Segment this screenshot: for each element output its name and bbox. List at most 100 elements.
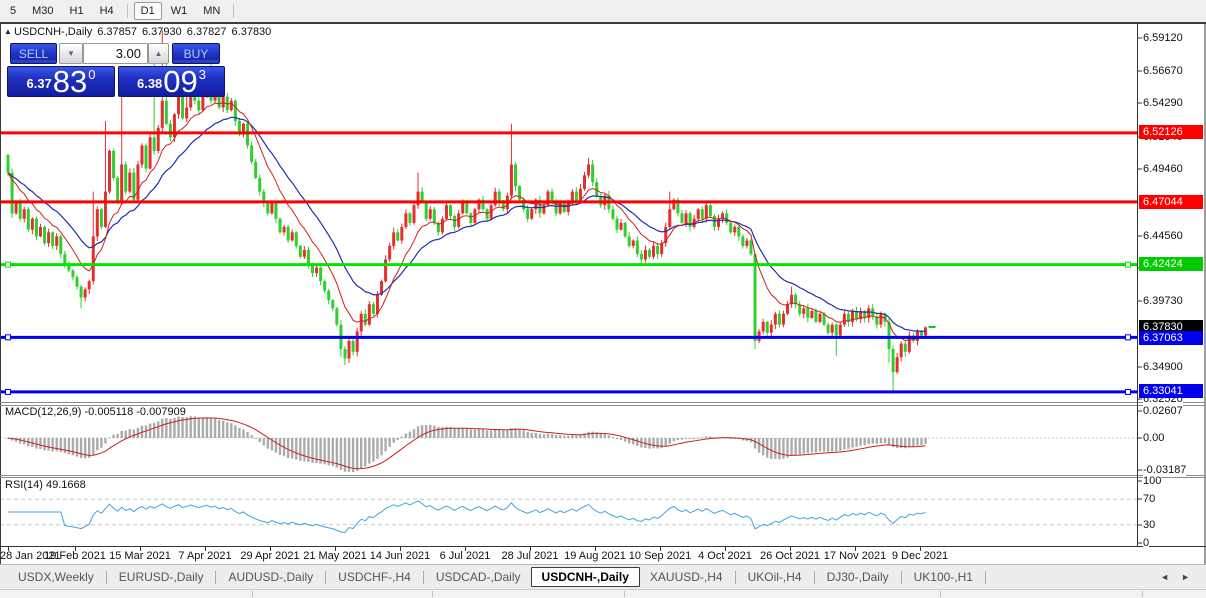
statusbar-divider: [432, 591, 433, 597]
toolbar-separator: [233, 3, 235, 18]
volume-increase-button[interactable]: ▲: [148, 43, 169, 64]
buy-price-sup: 3: [198, 67, 207, 82]
tab-usdchf-h4[interactable]: USDCHF-,H4: [338, 570, 411, 584]
date-tick-label: 28 Jan 2021: [0, 550, 61, 562]
candles-layer: [6, 30, 928, 394]
line-handle: [5, 388, 11, 395]
macd-tick-label: -0.03187: [1143, 464, 1187, 476]
tab-uk100-h1[interactable]: UK100-,H1: [913, 570, 973, 584]
status-bar: [0, 589, 1206, 598]
date-tick-label: 10 Sep 2021: [628, 550, 692, 562]
line-handle: [5, 334, 11, 341]
quote-close: 6.37830: [231, 26, 272, 38]
tab-eurusd-daily[interactable]: EURUSD-,Daily: [118, 570, 204, 584]
collapse-panel-icon[interactable]: ▲: [4, 27, 12, 36]
sell-price-sup: 0: [88, 67, 96, 82]
rsi-tick-label: 0: [1143, 537, 1150, 549]
ma-fast-line: [7, 102, 926, 342]
timeframe-m30[interactable]: M30: [32, 4, 54, 17]
line-handle: [1125, 261, 1131, 268]
price-axis: 6.591206.566706.542906.518406.494606.445…: [1138, 22, 1206, 564]
line-handle: [1125, 334, 1131, 341]
price-tick-label: 6.56670: [1143, 65, 1183, 77]
buy-price-prefix: 6.38: [136, 76, 163, 91]
price-tick-label: 6.44560: [1143, 230, 1183, 242]
quote-open: 6.37857: [97, 26, 137, 38]
quote-high: 6.37930: [142, 26, 182, 38]
price-tick-label: 6.49460: [1143, 163, 1183, 175]
date-tick-label: 9 Dec 2021: [891, 550, 949, 562]
price-tick-label: 6.59120: [1143, 32, 1183, 44]
price-badge: 6.37830: [1139, 320, 1203, 334]
tab-xauusd-h4[interactable]: XAUUSD-,H4: [649, 570, 723, 584]
line-handle: [5, 261, 11, 268]
window-top-frame: [0, 22, 1206, 24]
tabs: USDX,Weekly EURUSD-,Daily AUDUSD-,Daily USD…: [8, 567, 988, 587]
price-badge: 6.33041: [1139, 384, 1203, 398]
last-price-tick: [928, 325, 936, 328]
tab-dj30-daily[interactable]: DJ30-,Daily: [826, 570, 889, 584]
tab-scroll-left-icon[interactable]: ◄: [1160, 572, 1170, 582]
price-badge: 6.52126: [1139, 125, 1203, 139]
timeframe-h4[interactable]: H4: [99, 4, 114, 17]
date-tick-label: 4 Oct 2021: [698, 550, 752, 562]
date-tick-label: 6 Jul 2021: [439, 550, 491, 562]
chart-tabbar: USDX,Weekly EURUSD-,Daily AUDUSD-,Daily USD…: [0, 564, 1206, 589]
tab-separator: [984, 570, 986, 584]
price-tick-label: 6.39730: [1143, 295, 1183, 307]
date-tick-label: 19 Feb 2021: [44, 550, 106, 562]
date-tick-label: 29 Apr 2021: [240, 550, 300, 562]
sell-button[interactable]: SELL: [10, 43, 57, 64]
timeframe-d1[interactable]: D1: [133, 1, 162, 20]
volume-decrease-button[interactable]: ▼: [59, 43, 83, 64]
tab-separator: [105, 570, 107, 584]
date-tick-label: 14 Jun 2021: [369, 550, 431, 562]
macd-signal-line: [7, 417, 926, 470]
chart-canvas[interactable]: [0, 22, 1206, 564]
timeframe-h1[interactable]: H1: [69, 4, 84, 17]
timeframe-mn[interactable]: MN: [203, 4, 221, 17]
sell-price-button[interactable]: 6.37 83 0: [7, 66, 115, 97]
rsi-line: [8, 500, 926, 534]
rsi-tick-label: 100: [1143, 475, 1162, 487]
rsi-label: RSI(14) 49.1668: [5, 479, 86, 491]
date-tick-label: 7 Apr 2021: [178, 550, 232, 562]
tab-usdcad-daily[interactable]: USDCAD-,Daily: [435, 570, 521, 584]
price-badge: 6.37063: [1139, 331, 1203, 345]
toolbar-separator: [126, 3, 128, 18]
tab-separator: [422, 570, 424, 584]
sell-price-big: 83: [52, 64, 88, 99]
volume-input[interactable]: [83, 43, 148, 64]
macd-values: -0.005118 -0.007909: [84, 406, 186, 418]
tab-usdx-weekly[interactable]: USDX,Weekly: [18, 570, 94, 584]
date-tick-label: 19 Aug 2021: [564, 550, 626, 562]
chart-symbol-period: USDCNH-,Daily: [14, 26, 93, 38]
macd-tick-label: 0.00: [1143, 432, 1165, 444]
line-handle: [1125, 388, 1131, 395]
tab-audusd-daily[interactable]: AUDUSD-,Daily: [228, 570, 314, 584]
ma-slow-line: [7, 116, 926, 333]
macd-label: MACD(12,26,9) -0.005118 -0.007909: [5, 406, 186, 418]
price-tick-label: 6.54290: [1143, 97, 1183, 109]
tab-separator: [900, 570, 902, 584]
tab-scroll-right-icon[interactable]: ►: [1181, 572, 1190, 582]
timeframe-w1[interactable]: W1: [170, 4, 188, 17]
price-badge: 6.47044: [1139, 195, 1203, 209]
tab-usdcnh-daily[interactable]: USDCNH-,Daily: [530, 567, 640, 587]
date-tick-label: 17 Nov 2021: [823, 550, 887, 562]
tab-separator: [325, 570, 327, 584]
chart-window: ▲ USDCNH-,Daily 6.37857 6.37930 6.37827 6.37…: [0, 22, 1206, 564]
timeframe-5[interactable]: 5: [10, 4, 17, 17]
tab-ukoil-h4[interactable]: UKOil-,H4: [747, 570, 802, 584]
rsi-name: RSI(14): [5, 479, 43, 491]
sell-price-prefix: 6.37: [26, 76, 52, 91]
quote-low: 6.37827: [186, 26, 227, 38]
price-tick-label: 6.34900: [1143, 361, 1183, 373]
date-tick-label: 28 Jul 2021: [501, 550, 559, 562]
rsi-tick-label: 70: [1143, 493, 1156, 505]
rsi-tick-label: 30: [1143, 519, 1156, 531]
buy-price-button[interactable]: 6.38 09 3: [118, 66, 225, 97]
chart-title: USDCNH-,Daily 6.37857 6.37930 6.37827 6.3783…: [14, 26, 271, 38]
macd-histogram: [6, 416, 927, 473]
buy-button[interactable]: BUY: [172, 43, 220, 64]
